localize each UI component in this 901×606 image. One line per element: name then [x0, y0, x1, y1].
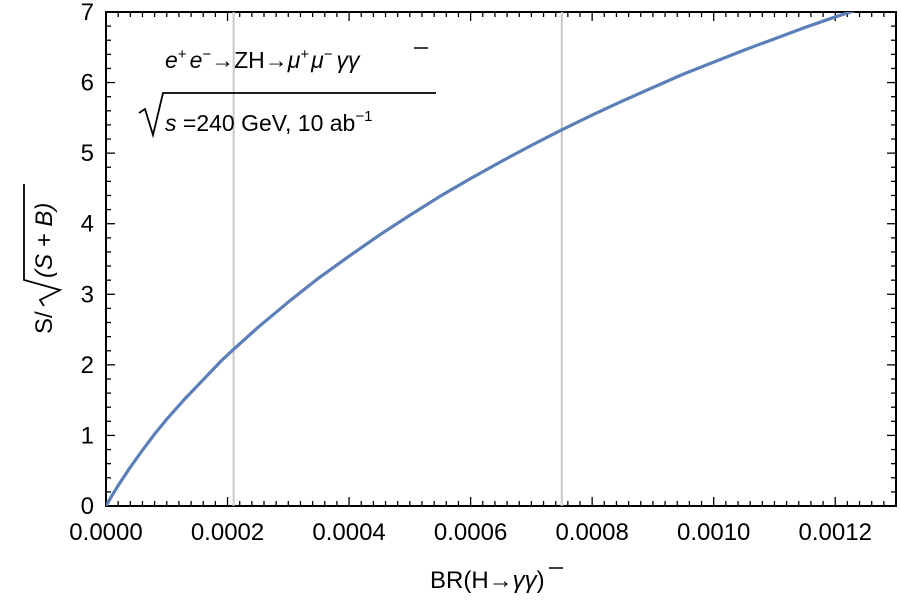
process-annotation: e+ e−→ZH→μ+μ− γγ s =240 GeV, 10 ab−1	[138, 46, 436, 139]
y-axis-sqrt-symbol	[23, 184, 63, 307]
series-layer	[106, 12, 856, 506]
y-tick-label: 6	[81, 70, 94, 97]
y-tick-label: 1	[81, 422, 94, 449]
annotation-line-2: s =240 GeV, 10 ab−1	[165, 108, 372, 136]
x-tick-label: 0.0010	[677, 519, 750, 546]
y-tick-label: 3	[81, 281, 94, 308]
svg-text:BR(H→γγ): BR(H→γγ)	[430, 567, 545, 594]
x-axis-label-gamma: γ	[513, 567, 527, 594]
y-axis-label-body: (S + B)	[31, 203, 58, 278]
axis-ticks	[105, 11, 897, 507]
x-axis-label-suffix: )	[537, 567, 545, 594]
reference-lines	[232, 12, 563, 506]
x-axis-label-prefix: BR(H→	[430, 567, 513, 594]
sqrt-symbol	[138, 92, 436, 139]
x-tick-label: 0.0004	[312, 519, 385, 546]
x-axis-label-gammabar: γ	[525, 567, 539, 594]
y-axis-label-prefix: S/	[31, 311, 58, 334]
y-tick-label: 4	[81, 211, 94, 238]
y-tick-label: 2	[81, 352, 94, 379]
y-tick-label: 5	[81, 140, 94, 167]
x-tick-label: 0.0000	[69, 519, 142, 546]
y-axis-label: S/ (S + B)	[23, 184, 63, 334]
tick-labels: 0.0000 0.0002 0.0004 0.0006 0.0008 0.0010 0.00…	[69, 0, 872, 546]
x-axis-label: BR(H→γγ)	[430, 567, 563, 594]
plot-frame	[105, 11, 897, 507]
x-tick-label: 0.0006	[434, 519, 507, 546]
series-line-0	[106, 12, 856, 506]
gamma-bar: γ	[348, 47, 361, 73]
y-tick-label: 0	[81, 493, 94, 520]
annotation-line-1: e+ e−→ZH→μ+μ− γγ	[165, 46, 361, 73]
x-tick-label: 0.0002	[191, 519, 264, 546]
x-tick-label: 0.0008	[555, 519, 628, 546]
y-tick-label: 7	[81, 0, 94, 26]
x-tick-label: 0.0012	[799, 519, 872, 546]
